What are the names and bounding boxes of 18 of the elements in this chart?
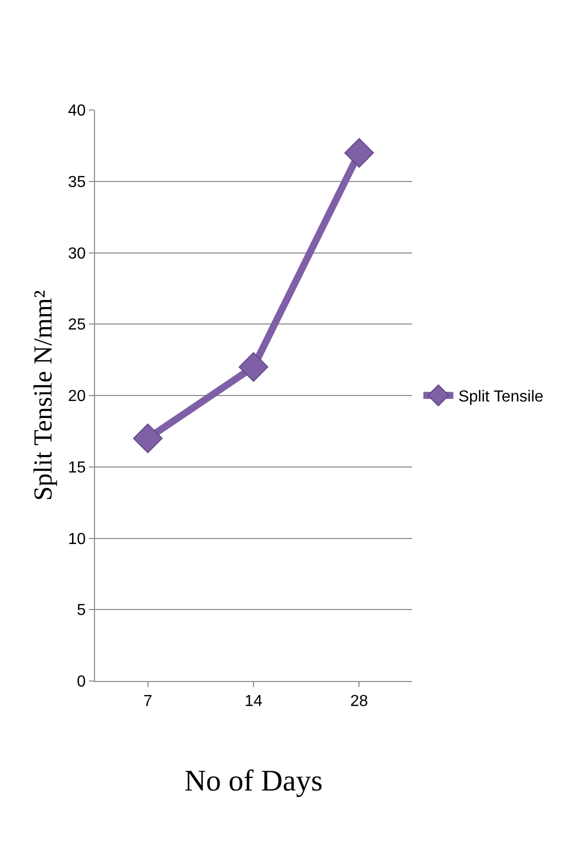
x-axis-title: No of Days (184, 764, 323, 798)
point (238, 352, 268, 382)
y-tick-label: 0 (76, 674, 86, 691)
y-tick-label: 5 (76, 602, 86, 620)
x-tick-label: 14 (244, 693, 262, 710)
y-axis-title: Split Tensile N/mm² (28, 290, 58, 501)
y-tick-label: 35 (68, 174, 86, 191)
x-tick-label: 7 (143, 693, 152, 710)
point (133, 424, 163, 454)
y-tick-label: 25 (68, 316, 86, 334)
legend-label: Split Tensile (458, 388, 544, 406)
y-tick-label: 10 (68, 530, 86, 548)
y-tick-label: 15 (68, 459, 86, 476)
point (344, 138, 374, 168)
y-tick-label: 40 (68, 102, 86, 120)
y-tick-label: 30 (68, 245, 86, 262)
x-tick-label: 28 (350, 693, 368, 710)
y-tick-label: 20 (68, 388, 86, 406)
